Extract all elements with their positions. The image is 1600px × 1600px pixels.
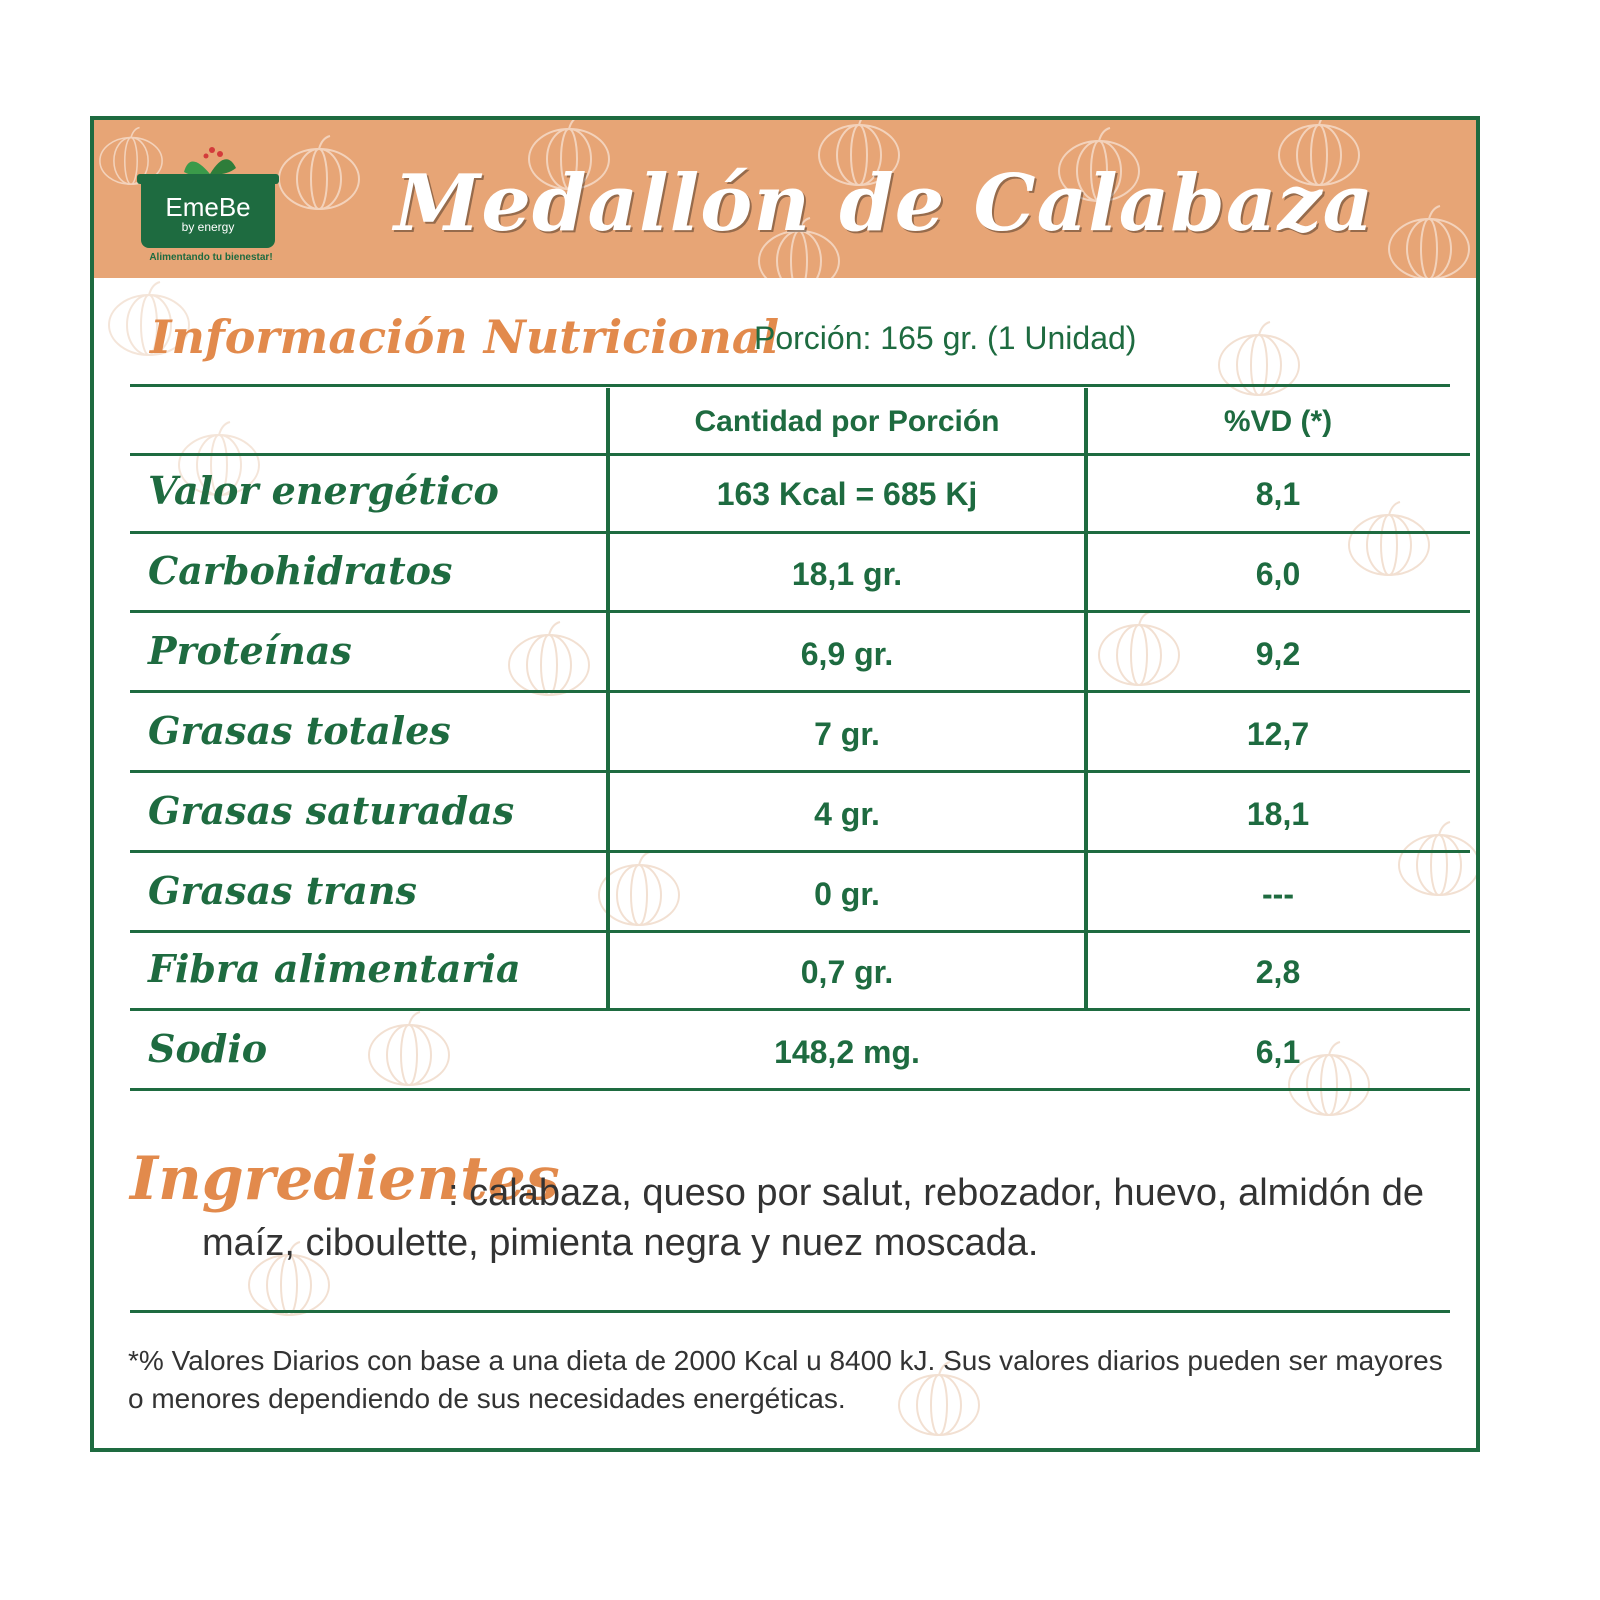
table-line [130, 930, 1470, 933]
row-amount: 7 gr. [814, 716, 880, 752]
row-amount: 18,1 gr. [791, 556, 903, 592]
row-amount: 148,2 mg. [774, 1034, 920, 1070]
pumpkin-icon [1384, 204, 1474, 278]
table-line [130, 610, 1470, 613]
row-vd: 9,2 [1255, 636, 1301, 672]
pumpkin-icon [244, 1240, 334, 1320]
row-vd: 6,1 [1255, 1034, 1301, 1070]
row-amount: 163 Kcal = 685 Kj [716, 476, 978, 512]
row-amount: 0 gr. [814, 876, 880, 912]
row-label: Sodio [148, 1026, 268, 1071]
row-vd: --- [1262, 876, 1294, 912]
pumpkin-icon [96, 122, 166, 192]
nutrition-card: EmeBe by energy Alimentando tu bienestar… [90, 116, 1480, 1452]
footnote: *% Valores Diarios con base a una dieta … [128, 1345, 1443, 1414]
leaf-icon [180, 144, 240, 182]
row-label: Grasas totales [148, 708, 451, 753]
header-band: EmeBe by energy Alimentando tu bienestar… [94, 120, 1476, 278]
row-label: Grasas saturadas [148, 788, 515, 833]
row-vd: 6,0 [1255, 556, 1301, 592]
table-divider [1084, 388, 1088, 1008]
pumpkin-icon [1344, 500, 1434, 580]
brand-sub: by energy [181, 220, 235, 234]
ingredients-title: Ingredientes [130, 1144, 560, 1214]
row-label: Carbohidratos [148, 548, 453, 593]
table-divider [606, 388, 610, 1008]
pumpkin-icon [1094, 610, 1184, 690]
table-line [130, 770, 1470, 773]
table-line [130, 1088, 1470, 1091]
section-title-nutrition: Información Nutricional [150, 310, 780, 364]
row-vd: 8,1 [1255, 476, 1301, 512]
table-line [130, 384, 1450, 387]
pumpkin-icon [504, 620, 594, 700]
table-line [130, 850, 1470, 853]
pumpkin-icon [1214, 320, 1304, 400]
table-line [130, 690, 1470, 693]
column-header-amount: Cantidad por Porción [694, 405, 1000, 438]
brand-name: EmeBe [165, 192, 251, 222]
row-vd: 18,1 [1246, 796, 1310, 832]
brand-logo: EmeBe by energy Alimentando tu bienestar… [136, 144, 286, 264]
table-line [130, 1008, 1470, 1011]
pumpkin-icon [1284, 1040, 1374, 1120]
pumpkin-icon [174, 420, 264, 500]
pumpkin-icon [104, 280, 194, 360]
product-title: Medallón de Calabaza [394, 158, 1375, 249]
row-label: Proteínas [148, 628, 352, 673]
column-header-vd: %VD (*) [1223, 405, 1333, 438]
row-label: Grasas trans [148, 868, 417, 913]
table-line [130, 453, 1470, 456]
pumpkin-icon [814, 120, 904, 190]
row-amount: 0,7 gr. [800, 954, 894, 990]
brand-tagline: Alimentando tu bienestar! [149, 252, 273, 263]
pumpkin-icon [894, 1360, 984, 1440]
pumpkin-icon [1394, 820, 1476, 900]
pumpkin-icon [524, 120, 614, 194]
row-amount: 4 gr. [814, 796, 880, 832]
row-vd: 12,7 [1246, 716, 1310, 752]
portion-size: Porción: 165 gr. (1 Unidad) [754, 320, 1137, 356]
ingredients-text: : calabaza, queso por salut, rebozador, … [202, 1172, 1424, 1264]
table-line [130, 1310, 1450, 1313]
pumpkin-icon [364, 1010, 454, 1090]
pumpkin-icon [1274, 120, 1364, 190]
pumpkin-icon [274, 134, 364, 214]
row-vd: 2,8 [1255, 954, 1301, 990]
pumpkin-icon [754, 216, 844, 278]
pumpkin-icon [1054, 126, 1144, 206]
row-label: Valor energético [148, 468, 499, 513]
row-label: Fibra alimentaria [148, 946, 521, 991]
logo-box: EmeBe by energy [137, 174, 279, 248]
row-amount: 6,9 gr. [800, 636, 894, 672]
table-line [130, 531, 1470, 534]
